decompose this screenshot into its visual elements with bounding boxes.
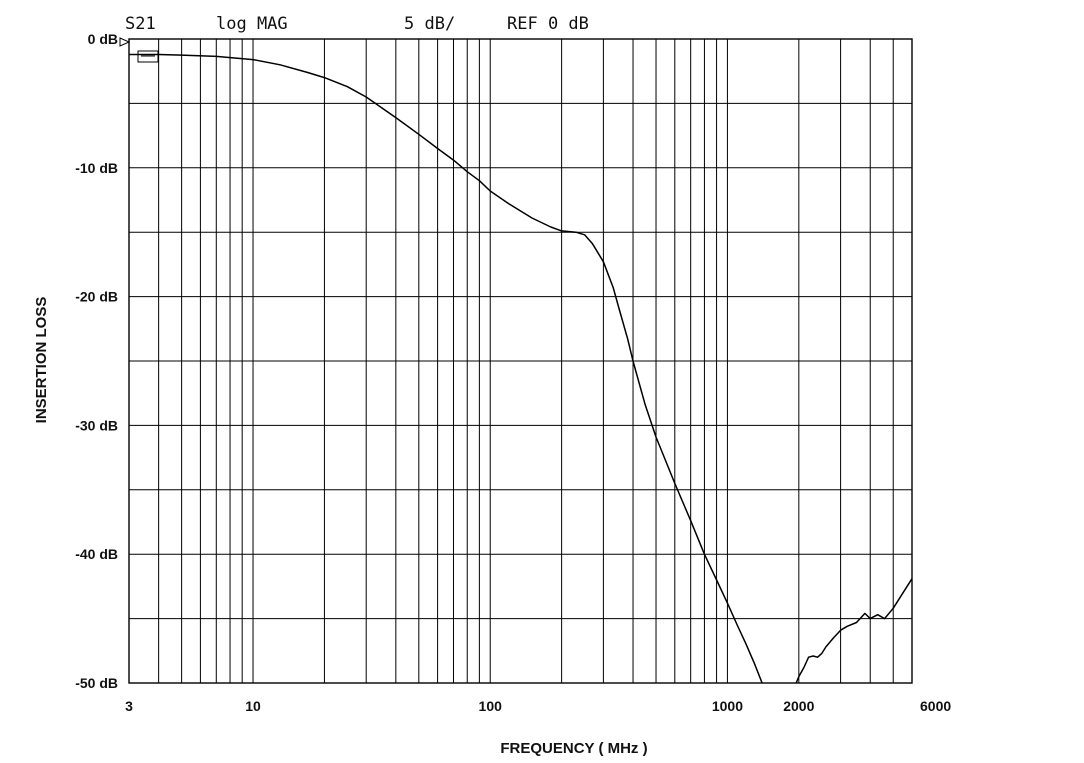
x-tick-labels: 3 10 100 1000 2000 6000 (125, 698, 951, 714)
y-tick-label: -50 dB (75, 675, 118, 691)
header-scale: 5 dB/ (404, 14, 455, 34)
x-axis-title: FREQUENCY ( MHz ) (500, 740, 647, 757)
y-tick-labels: 0 dB -10 dB -20 dB -30 dB -40 dB -50 dB (75, 31, 118, 691)
y-axis-title: INSERTION LOSS (33, 297, 50, 424)
header-ref: REF 0 dB (507, 14, 589, 34)
x-tick-label: 1000 (712, 698, 743, 714)
x-tick-label: 6000 (920, 698, 951, 714)
y-tick-label: 0 dB (88, 31, 118, 47)
reference-marker-icon (119, 37, 159, 63)
grid-lines (129, 39, 912, 683)
y-tick-label: -10 dB (75, 160, 118, 176)
y-tick-label: -20 dB (75, 289, 118, 305)
x-tick-label: 100 (479, 698, 503, 714)
header-param: S21 (125, 14, 156, 34)
x-tick-label: 2000 (783, 698, 814, 714)
y-tick-label: -30 dB (75, 417, 118, 433)
x-tick-label: 3 (125, 698, 133, 714)
x-tick-label: 10 (245, 698, 261, 714)
series-line-segment (795, 578, 913, 684)
header-format: log MAG (216, 14, 288, 34)
y-tick-label: -40 dB (75, 546, 118, 562)
plot-frame (128, 38, 913, 684)
series-line-segment (129, 53, 763, 684)
trace-curve (129, 53, 913, 684)
